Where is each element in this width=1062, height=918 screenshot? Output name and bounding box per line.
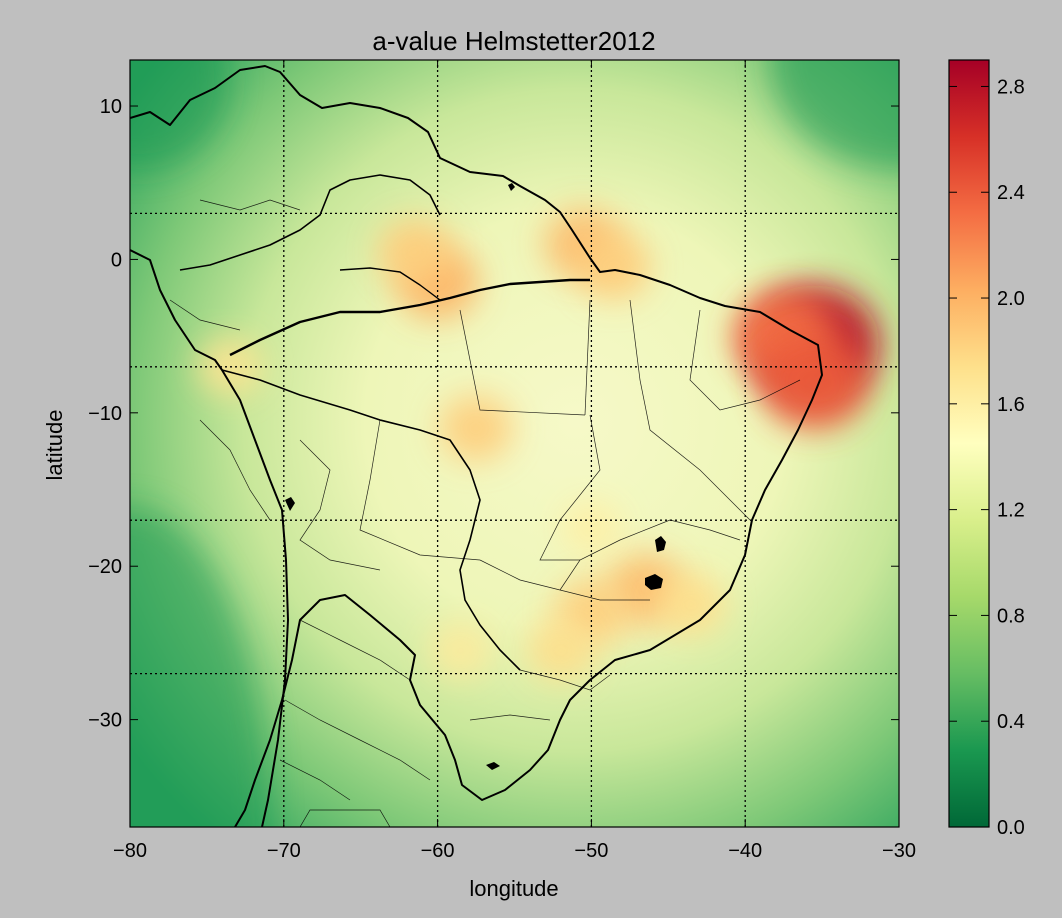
colorbar-tick-label: 2.4 bbox=[997, 182, 1025, 204]
plot-area bbox=[130, 60, 899, 827]
state-border bbox=[299, 439, 381, 571]
state-border bbox=[169, 299, 241, 331]
state-border bbox=[584, 299, 591, 416]
northern-border bbox=[179, 174, 441, 271]
colorbar-tick-label: 0.0 bbox=[997, 817, 1025, 839]
y-tick-label: −10 bbox=[88, 403, 122, 425]
colorbar-tick-label: 1.6 bbox=[997, 394, 1025, 416]
chart-title: a-value Helmstetter2012 bbox=[372, 26, 655, 56]
hotspot-rio-de-janeiro bbox=[657, 574, 725, 635]
x-tick-label: −60 bbox=[421, 840, 455, 862]
y-tick-label: −30 bbox=[88, 710, 122, 732]
hotspot-amazon-upper bbox=[378, 218, 452, 285]
pacific-coast bbox=[130, 249, 289, 827]
x-axis: −80 −70 −60 −50 −40 −30 bbox=[113, 60, 916, 862]
x-tick-label: −30 bbox=[882, 840, 916, 862]
brazil-border bbox=[221, 369, 521, 671]
hotspot-marajo bbox=[577, 234, 651, 300]
river-tributary bbox=[339, 267, 441, 301]
y-tick-label: −20 bbox=[88, 556, 122, 578]
amazon-river bbox=[229, 278, 590, 357]
state-border bbox=[199, 419, 271, 521]
lake bbox=[285, 497, 295, 511]
plot-frame bbox=[129, 59, 900, 828]
x-tick-label: −80 bbox=[113, 840, 147, 862]
colorbar-tick-label: 0.8 bbox=[997, 605, 1025, 627]
colorbar-ticks: 0.0 0.4 0.8 1.2 1.6 2.0 2.4 2.8 bbox=[949, 76, 1025, 839]
hotspot-parana bbox=[527, 620, 595, 681]
lake-layer bbox=[285, 183, 666, 770]
hotspot-layer bbox=[197, 208, 880, 681]
lake bbox=[486, 762, 500, 770]
hotspot-mato-grosso bbox=[439, 395, 513, 462]
state-borders bbox=[169, 199, 801, 827]
state-border bbox=[689, 309, 801, 411]
x-tick-label: −50 bbox=[574, 840, 608, 862]
state-border bbox=[469, 714, 551, 721]
lake bbox=[645, 574, 663, 590]
x-tick-label: −70 bbox=[267, 840, 301, 862]
lake bbox=[655, 536, 666, 552]
state-border bbox=[459, 309, 586, 416]
heatmap-sw-low bbox=[130, 507, 270, 827]
lake bbox=[508, 183, 515, 191]
colorbar-tick-label: 2.8 bbox=[997, 76, 1025, 98]
colorbar-tick-label: 2.0 bbox=[997, 288, 1025, 310]
colorbar-frame bbox=[948, 59, 990, 828]
x-tick-label: −40 bbox=[728, 840, 762, 862]
state-border bbox=[299, 809, 391, 827]
state-border bbox=[519, 669, 611, 691]
y-tick-label: 10 bbox=[100, 96, 122, 118]
heatmap-ne-low bbox=[769, 60, 899, 170]
state-border bbox=[629, 299, 751, 521]
heatmap-nw-low bbox=[130, 60, 230, 170]
state-border bbox=[279, 759, 351, 801]
colorbar-gradient bbox=[949, 60, 989, 827]
state-border bbox=[284, 699, 431, 781]
coastline bbox=[130, 65, 823, 827]
hotspot-paraguay bbox=[430, 623, 492, 679]
colorbar: 0.0 0.4 0.8 1.2 1.6 2.0 2.4 2.8 bbox=[948, 59, 1025, 839]
coastline-layer bbox=[130, 65, 823, 827]
state-border bbox=[359, 419, 481, 561]
colorbar-tick-label: 1.2 bbox=[997, 500, 1025, 522]
state-border bbox=[199, 199, 301, 211]
hotspot-goias bbox=[562, 501, 621, 554]
y-axis-label: latitude bbox=[42, 410, 67, 481]
y-tick-label: 0 bbox=[111, 249, 122, 271]
state-border bbox=[299, 619, 411, 681]
hotspot-western-amazon bbox=[197, 338, 262, 396]
x-axis-label: longitude bbox=[469, 876, 558, 901]
hotspot-pernambuco-coast bbox=[761, 334, 868, 430]
graticule bbox=[130, 60, 899, 827]
state-border bbox=[559, 519, 741, 591]
y-axis: 10 0 −10 −20 −30 bbox=[88, 96, 899, 732]
colorbar-tick-label: 0.4 bbox=[997, 711, 1025, 733]
